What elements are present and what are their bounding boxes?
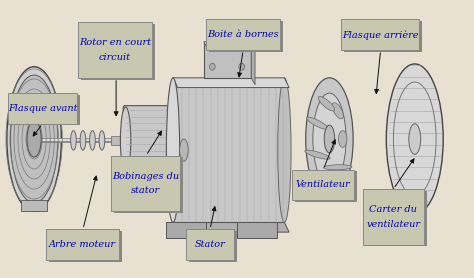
Text: Arbre moteur: Arbre moteur <box>49 240 116 249</box>
FancyBboxPatch shape <box>206 19 280 50</box>
FancyBboxPatch shape <box>363 189 424 245</box>
Ellipse shape <box>10 75 58 203</box>
FancyBboxPatch shape <box>186 229 234 260</box>
Ellipse shape <box>239 63 245 70</box>
Ellipse shape <box>409 124 421 154</box>
Text: Boite à bornes: Boite à bornes <box>207 30 279 39</box>
Ellipse shape <box>307 117 328 129</box>
FancyBboxPatch shape <box>209 21 283 52</box>
Polygon shape <box>204 42 255 49</box>
Polygon shape <box>173 222 289 232</box>
Ellipse shape <box>7 67 62 211</box>
FancyBboxPatch shape <box>81 24 155 80</box>
Text: Ventilateur: Ventilateur <box>296 180 351 189</box>
Ellipse shape <box>386 64 443 214</box>
FancyBboxPatch shape <box>341 19 419 50</box>
FancyBboxPatch shape <box>21 200 47 211</box>
Text: Bobinages du
stator: Bobinages du stator <box>112 172 179 195</box>
FancyBboxPatch shape <box>189 231 237 262</box>
FancyBboxPatch shape <box>292 170 354 200</box>
Ellipse shape <box>120 107 131 174</box>
FancyBboxPatch shape <box>123 106 173 175</box>
Ellipse shape <box>332 103 343 119</box>
FancyBboxPatch shape <box>365 191 427 246</box>
Ellipse shape <box>71 131 76 150</box>
Ellipse shape <box>305 150 330 159</box>
Ellipse shape <box>166 78 180 222</box>
Ellipse shape <box>90 131 95 150</box>
Ellipse shape <box>324 125 335 153</box>
FancyBboxPatch shape <box>11 95 80 125</box>
Polygon shape <box>173 78 289 88</box>
Ellipse shape <box>180 139 188 161</box>
Ellipse shape <box>319 96 335 111</box>
FancyBboxPatch shape <box>295 171 357 202</box>
Ellipse shape <box>306 78 353 200</box>
Text: Flasque arrière: Flasque arrière <box>342 30 419 39</box>
FancyBboxPatch shape <box>166 222 206 238</box>
Ellipse shape <box>338 131 347 147</box>
FancyBboxPatch shape <box>8 93 77 124</box>
FancyBboxPatch shape <box>111 156 180 211</box>
FancyBboxPatch shape <box>344 21 422 52</box>
FancyBboxPatch shape <box>78 22 152 78</box>
Polygon shape <box>173 78 284 222</box>
FancyBboxPatch shape <box>114 157 183 213</box>
Ellipse shape <box>313 93 346 185</box>
Text: Carter du
ventilateur: Carter du ventilateur <box>366 205 420 229</box>
Ellipse shape <box>312 171 340 177</box>
Ellipse shape <box>80 131 86 150</box>
Ellipse shape <box>99 131 105 150</box>
FancyBboxPatch shape <box>49 231 122 262</box>
Ellipse shape <box>278 78 291 222</box>
Text: Flasque avant: Flasque avant <box>8 104 77 113</box>
FancyBboxPatch shape <box>46 229 119 260</box>
Ellipse shape <box>27 121 41 157</box>
FancyBboxPatch shape <box>237 222 277 238</box>
Polygon shape <box>251 42 255 85</box>
Ellipse shape <box>323 165 352 170</box>
FancyBboxPatch shape <box>204 42 251 78</box>
FancyBboxPatch shape <box>111 136 122 145</box>
Text: Stator: Stator <box>195 240 225 249</box>
Ellipse shape <box>210 63 215 70</box>
Text: Rotor en court
circuit: Rotor en court circuit <box>79 38 151 62</box>
